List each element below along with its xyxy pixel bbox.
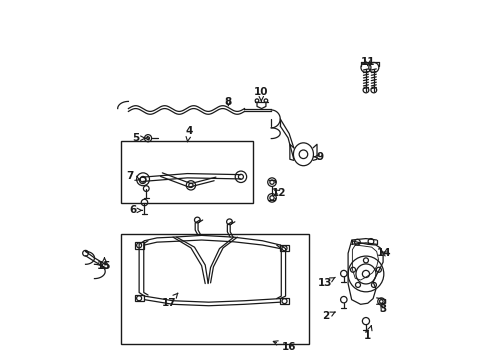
Text: 3: 3: [379, 304, 386, 314]
Bar: [280, 298, 288, 304]
Text: 15: 15: [97, 258, 111, 271]
Text: 5: 5: [132, 133, 145, 143]
Bar: [280, 245, 288, 251]
Text: 13: 13: [317, 277, 335, 288]
Bar: [121, 234, 308, 344]
Text: 2: 2: [322, 311, 334, 321]
Bar: [121, 141, 253, 203]
Text: 4: 4: [185, 126, 192, 142]
Text: 1: 1: [364, 326, 371, 342]
Text: 10: 10: [254, 87, 268, 101]
Text: 12: 12: [271, 188, 285, 198]
Text: 16: 16: [273, 341, 296, 352]
Text: 11: 11: [360, 57, 374, 67]
Text: 14: 14: [376, 248, 391, 258]
Bar: [135, 242, 143, 249]
Text: 8: 8: [224, 97, 232, 107]
Text: 9: 9: [313, 152, 323, 162]
Text: 17: 17: [161, 293, 178, 308]
Text: 6: 6: [129, 205, 142, 215]
Bar: [135, 295, 143, 301]
Text: 7: 7: [125, 171, 140, 181]
